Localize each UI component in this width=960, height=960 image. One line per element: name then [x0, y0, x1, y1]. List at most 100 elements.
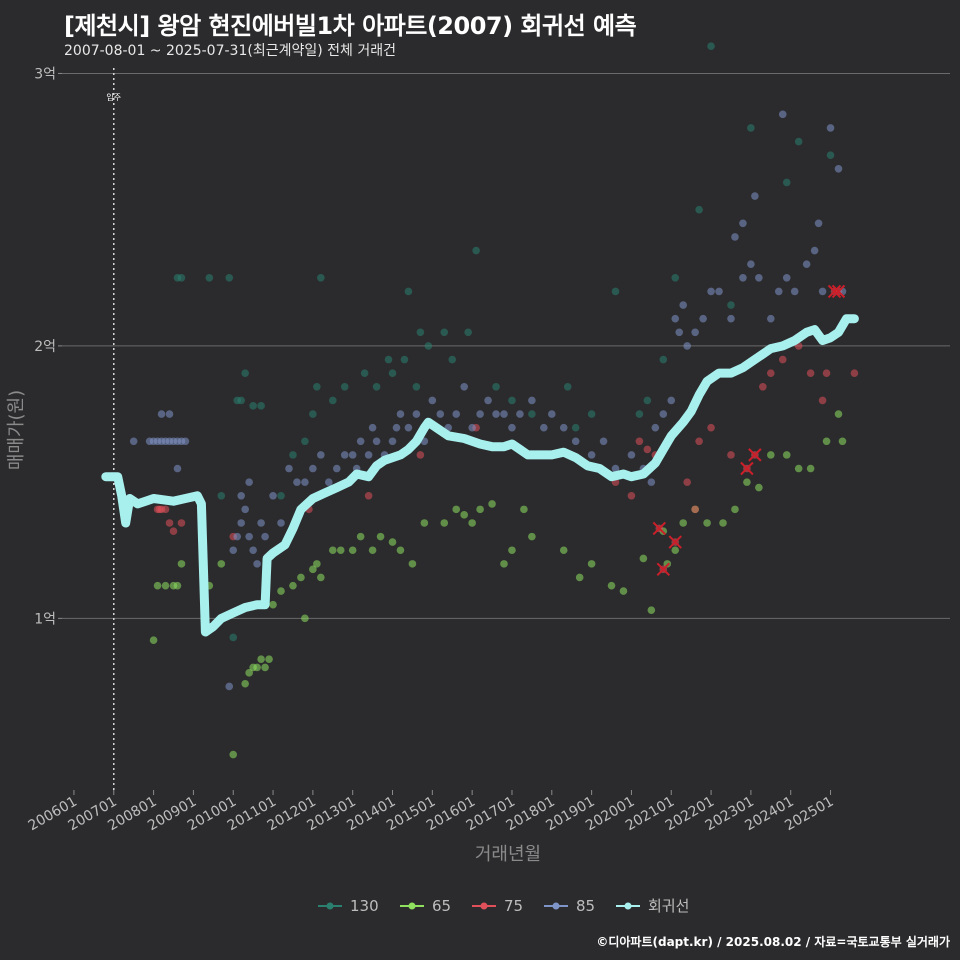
point-130 — [528, 410, 536, 418]
point-75 — [759, 382, 767, 391]
point-75 — [161, 505, 170, 514]
point-130 — [794, 137, 803, 146]
point-85 — [249, 546, 257, 555]
point-85 — [237, 491, 245, 500]
point-130 — [277, 491, 285, 500]
point-85 — [599, 437, 608, 446]
point-130 — [384, 355, 393, 364]
point-85 — [392, 423, 401, 432]
x-mark-stroke — [740, 461, 754, 476]
highlight-x-mark — [668, 535, 682, 549]
point-65 — [731, 505, 739, 514]
point-65 — [297, 573, 305, 582]
point-85 — [157, 410, 166, 418]
point-85 — [237, 519, 245, 527]
legend-label: 65 — [432, 897, 451, 915]
point-65 — [838, 437, 847, 446]
point-130 — [241, 369, 249, 377]
point-65 — [755, 483, 763, 492]
point-75 — [767, 369, 775, 377]
point-65 — [241, 679, 249, 688]
point-85 — [229, 546, 238, 555]
point-65 — [452, 505, 461, 514]
point-85 — [611, 464, 620, 473]
legend-label: 75 — [504, 897, 523, 915]
point-65 — [229, 750, 238, 759]
point-130 — [826, 151, 835, 159]
point-85 — [233, 532, 242, 541]
point-85 — [699, 314, 707, 323]
point-85 — [309, 464, 317, 473]
highlight-x-mark — [827, 284, 842, 299]
point-65 — [408, 560, 417, 568]
point-85 — [739, 219, 747, 228]
point-65 — [647, 606, 656, 614]
point-85 — [317, 451, 325, 459]
legend-item-130: 130 — [318, 897, 379, 915]
point-65 — [794, 464, 803, 473]
legend-key-dot — [624, 902, 632, 910]
point-85 — [651, 423, 660, 432]
point-75 — [635, 437, 644, 446]
point-65 — [663, 560, 672, 568]
point-85 — [476, 410, 484, 418]
point-130 — [782, 178, 791, 187]
point-65 — [313, 560, 321, 568]
point-85 — [181, 437, 190, 446]
point-85 — [225, 682, 234, 691]
point-75 — [822, 369, 831, 377]
point-65 — [301, 614, 309, 623]
point-85 — [679, 301, 688, 309]
point-65 — [388, 538, 397, 546]
point-65 — [460, 511, 468, 519]
point-85 — [627, 451, 636, 459]
highlight-marks — [652, 284, 846, 577]
legend-key-dot — [552, 902, 560, 910]
x-mark-stroke — [668, 535, 682, 549]
point-65 — [679, 519, 688, 527]
point-65 — [575, 573, 584, 582]
point-130 — [416, 328, 425, 337]
point-85 — [285, 464, 293, 473]
point-85 — [165, 410, 174, 418]
point-75 — [707, 423, 715, 432]
point-85 — [667, 396, 676, 405]
point-130 — [508, 396, 516, 405]
point-85 — [790, 287, 799, 296]
point-65 — [317, 573, 325, 582]
point-85 — [257, 519, 265, 527]
point-85 — [755, 273, 763, 282]
x-mark-stroke — [652, 521, 667, 536]
point-130 — [563, 382, 572, 391]
point-65 — [822, 437, 831, 446]
point-65 — [488, 500, 496, 508]
point-65 — [257, 655, 265, 664]
legend-item-회귀선: 회귀선 — [616, 897, 689, 915]
legend-label: 회귀선 — [648, 897, 689, 915]
point-130 — [317, 273, 325, 282]
highlight-x-mark — [748, 448, 762, 462]
point-85 — [659, 410, 668, 418]
point-65 — [607, 581, 616, 590]
point-85 — [587, 451, 596, 459]
point-85 — [540, 423, 548, 432]
point-85 — [715, 287, 723, 296]
point-130 — [400, 355, 409, 364]
point-65 — [587, 560, 596, 568]
point-65 — [528, 532, 536, 541]
point-85 — [547, 410, 556, 418]
point-85 — [782, 273, 791, 282]
highlight-x-mark — [656, 562, 670, 577]
point-85 — [261, 532, 269, 541]
point-85 — [277, 519, 285, 527]
point-130 — [225, 273, 234, 282]
data-points — [129, 42, 859, 759]
point-65 — [153, 581, 162, 590]
point-75 — [850, 369, 859, 377]
point-130 — [372, 382, 381, 391]
point-130 — [659, 355, 668, 364]
point-85 — [301, 478, 309, 486]
point-65 — [420, 519, 429, 527]
point-130 — [313, 382, 321, 391]
point-65 — [309, 565, 317, 574]
